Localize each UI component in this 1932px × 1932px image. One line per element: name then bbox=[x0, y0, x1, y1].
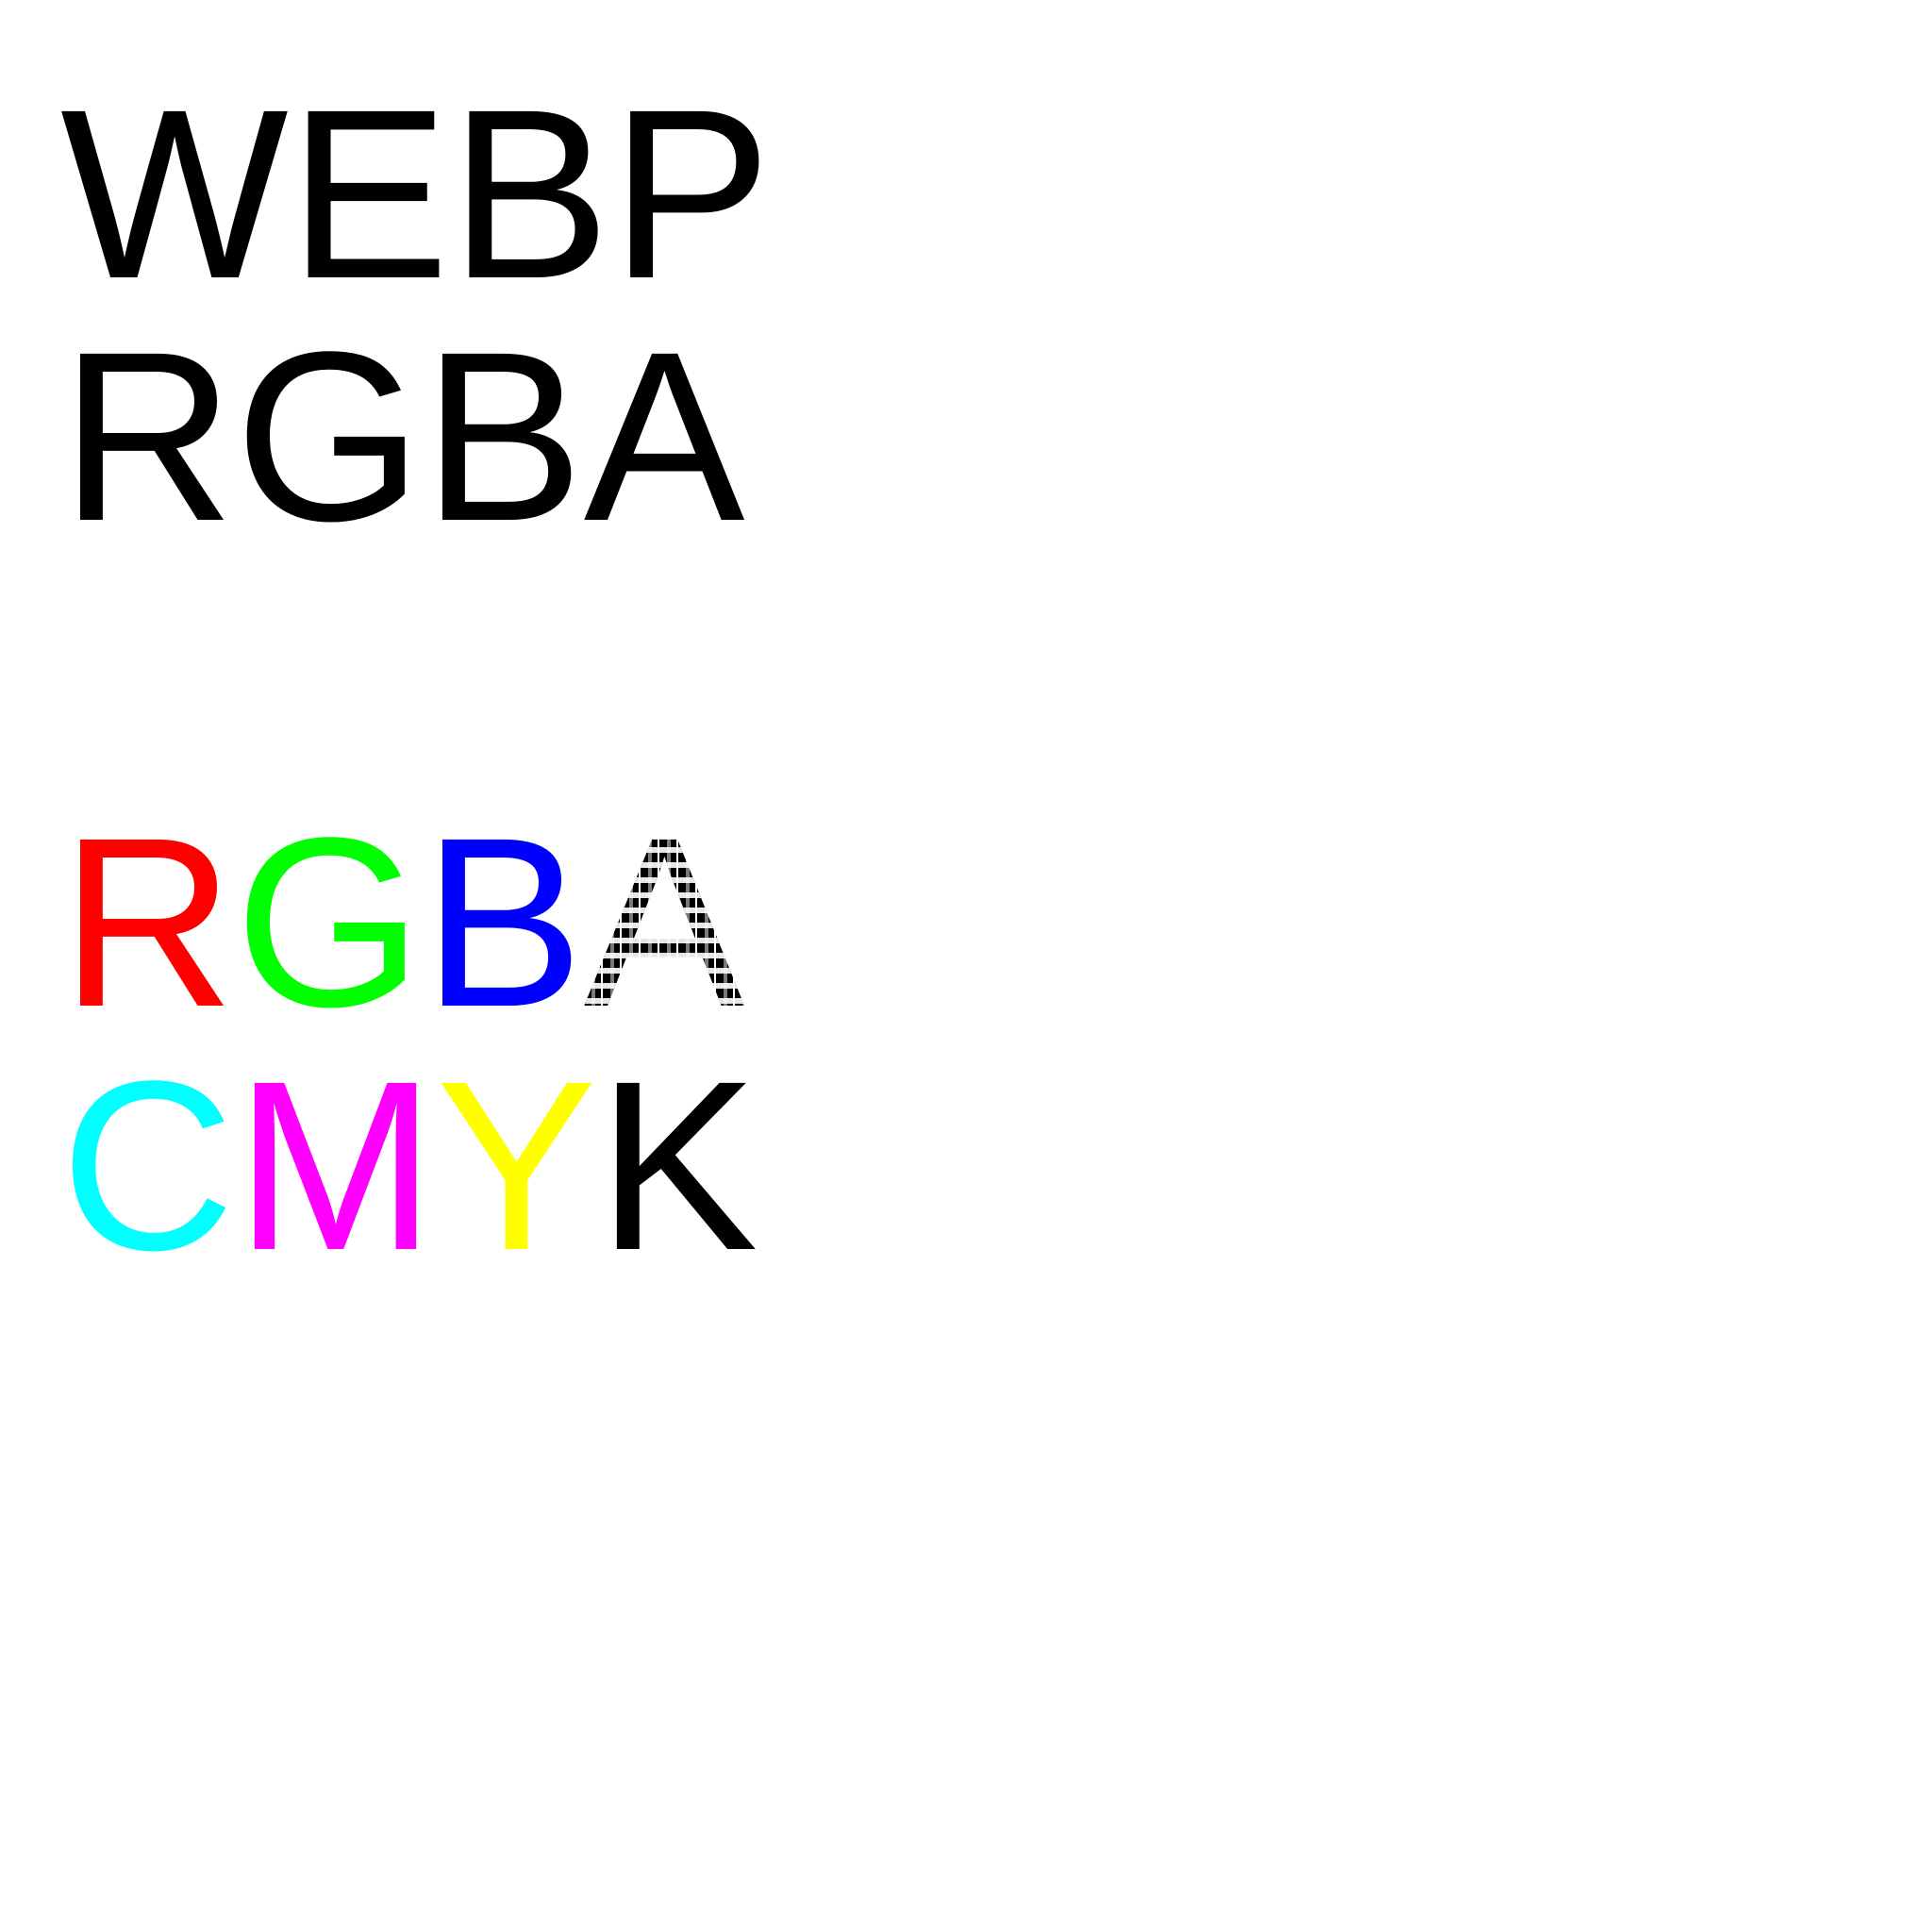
text-rgba-colored: RGBA bbox=[60, 802, 745, 1043]
text-webp: WEBP bbox=[60, 59, 772, 329]
letter-y-yellow: Y bbox=[436, 1031, 597, 1301]
letter-g-green: G bbox=[234, 788, 423, 1058]
text-rgba-black: RGBA bbox=[60, 302, 745, 572]
letter-a-transparent: A bbox=[583, 788, 745, 1058]
text-cmyk-colored: CMYK bbox=[60, 1045, 758, 1287]
letter-r-red: R bbox=[60, 788, 235, 1058]
letter-c-cyan: C bbox=[60, 1031, 235, 1301]
letter-k-black: K bbox=[596, 1031, 758, 1301]
letter-b-blue: B bbox=[423, 788, 584, 1058]
letter-m-magenta: M bbox=[234, 1031, 437, 1301]
